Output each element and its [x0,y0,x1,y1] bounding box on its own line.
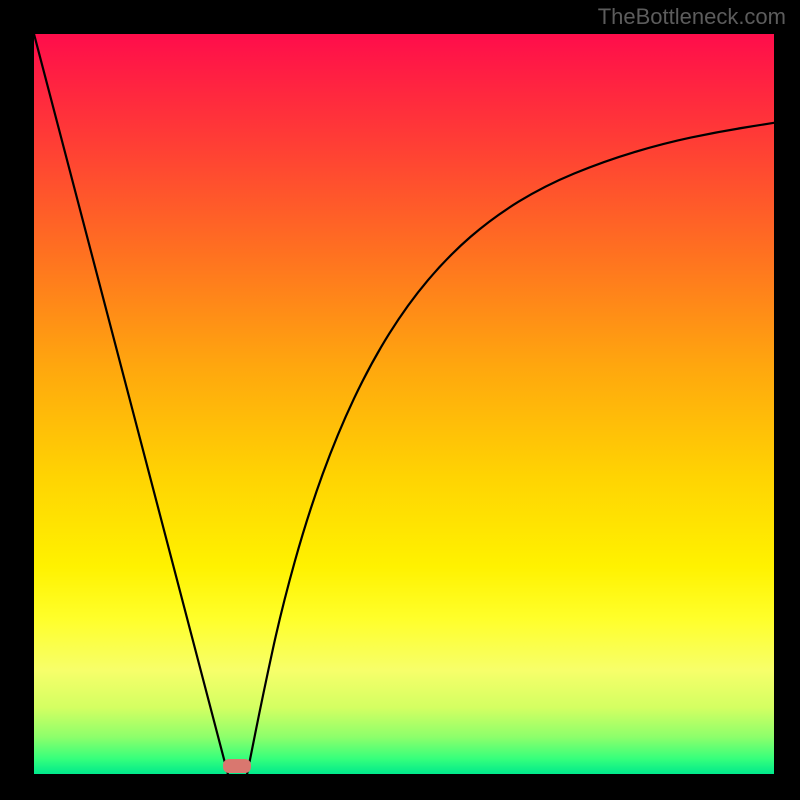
bottleneck-curve [34,34,774,774]
watermark-text: TheBottleneck.com [598,4,786,30]
chart-plot-area [34,34,774,774]
optimal-marker [223,759,251,773]
